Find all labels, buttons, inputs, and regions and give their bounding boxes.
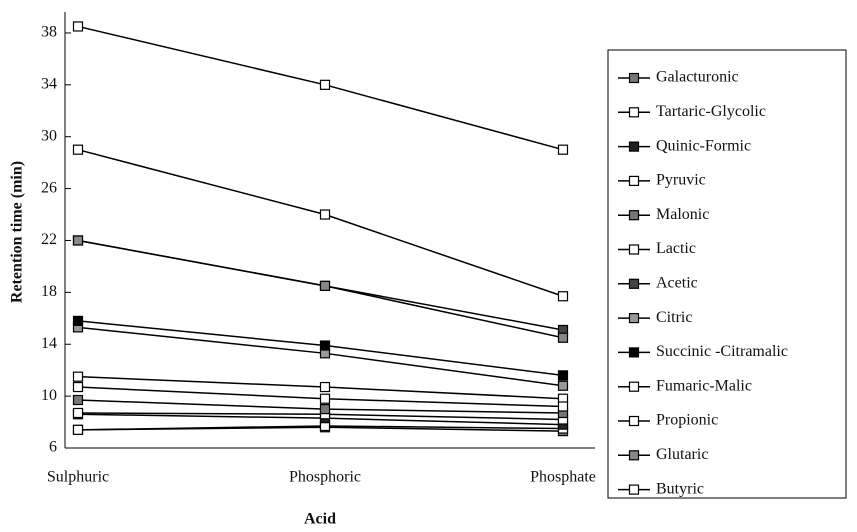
point xyxy=(557,370,569,381)
point xyxy=(319,79,331,90)
legend-label: Malonic xyxy=(656,206,709,223)
legend-marker xyxy=(628,484,640,495)
point xyxy=(557,332,569,343)
point xyxy=(72,144,84,155)
point xyxy=(72,315,84,326)
point xyxy=(72,394,84,406)
legend-marker xyxy=(628,415,640,427)
legend-marker xyxy=(628,175,640,186)
legend-label: Pyruvic xyxy=(656,172,706,189)
point xyxy=(319,340,331,351)
legend-marker xyxy=(628,381,640,392)
point xyxy=(557,144,569,155)
y-tick-label: 22 xyxy=(41,231,57,248)
y-tick-label: 34 xyxy=(41,75,57,92)
legend-label: Lactic xyxy=(656,240,696,257)
y-tick-label: 10 xyxy=(41,387,57,404)
x-tick-label: Phosphate xyxy=(530,469,596,486)
legend-label: Citric xyxy=(656,309,692,326)
legend-label: Tartaric-Glycolic xyxy=(656,103,766,120)
legend-label: Glutaric xyxy=(656,446,708,463)
point xyxy=(72,371,84,382)
x-tick-label: Sulphuric xyxy=(47,469,109,486)
x-tick-label: Phosphoric xyxy=(289,469,361,486)
legend-box xyxy=(607,49,847,499)
y-tick-label: 38 xyxy=(41,24,57,41)
y-tick-label: 6 xyxy=(49,439,57,456)
y-tick-label: 30 xyxy=(41,127,57,144)
y-tick-label: 18 xyxy=(41,283,57,300)
y-axis-label: Retention time (min) xyxy=(9,161,26,303)
point xyxy=(557,401,569,412)
point xyxy=(72,381,84,393)
x-axis-label: Acid xyxy=(304,511,336,528)
legend-marker xyxy=(628,107,640,118)
point xyxy=(557,380,569,391)
point xyxy=(72,235,84,246)
legend-marker xyxy=(628,210,640,221)
legend-label: Succinic -Citramalic xyxy=(656,343,788,360)
series-line xyxy=(77,148,564,297)
legend-label: Fumaric-Malic xyxy=(656,377,752,394)
legend-marker xyxy=(628,141,640,152)
legend-label: Propionic xyxy=(656,412,718,429)
legend-label: Butyric xyxy=(656,480,704,497)
legend-marker xyxy=(628,313,640,324)
point xyxy=(319,403,331,415)
y-tick-label: 26 xyxy=(41,179,57,196)
point xyxy=(319,393,331,404)
legend-marker xyxy=(628,450,640,461)
point xyxy=(319,381,331,393)
point xyxy=(72,424,84,435)
legend-marker xyxy=(628,244,640,255)
point xyxy=(319,209,331,220)
legend-marker xyxy=(628,347,640,358)
point xyxy=(72,21,84,32)
legend-label: Quinic-Formic xyxy=(656,137,751,154)
legend-label: Galacturonic xyxy=(656,69,739,86)
legend-marker xyxy=(628,72,640,84)
point xyxy=(557,291,569,302)
point xyxy=(319,280,331,291)
legend-label: Acetic xyxy=(656,274,698,291)
legend-marker xyxy=(628,278,640,289)
point xyxy=(72,407,84,419)
y-tick-label: 14 xyxy=(41,335,57,352)
